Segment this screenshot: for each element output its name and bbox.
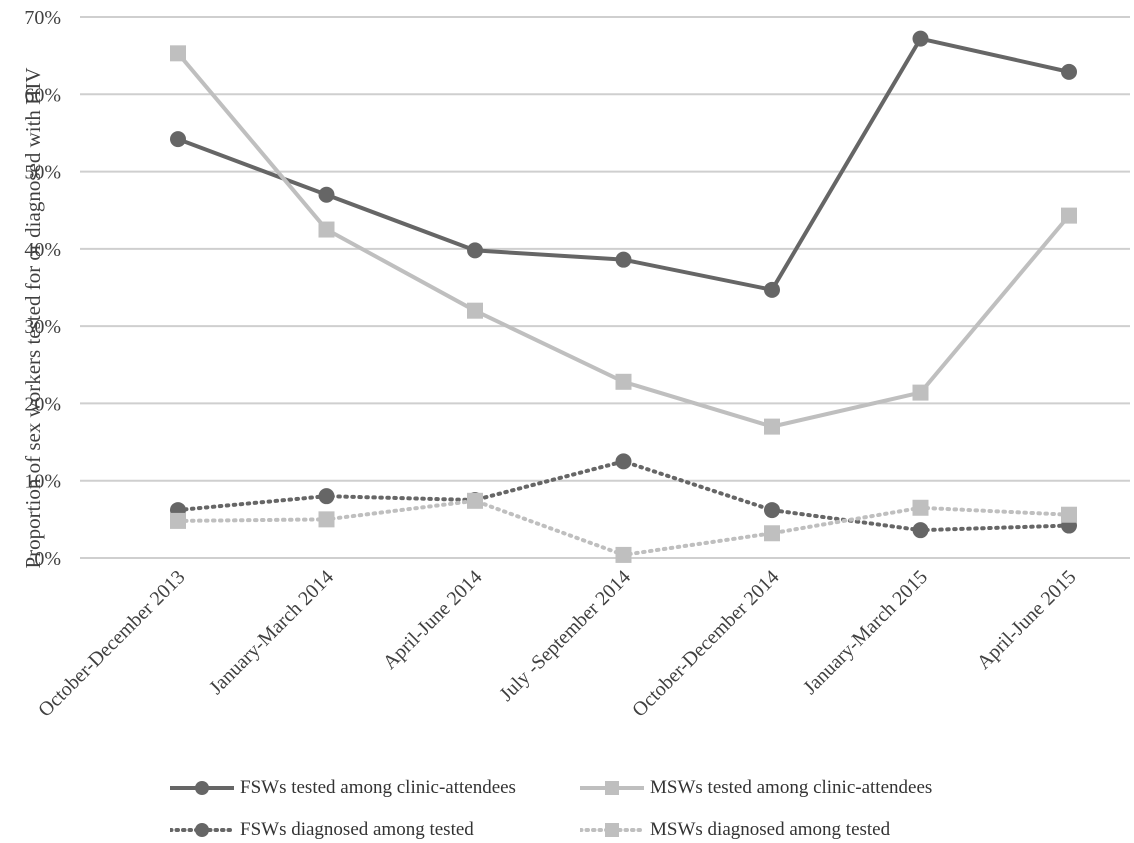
- data-point: [764, 418, 780, 435]
- legend-label-fsw-tested: FSWs tested among clinic-attendees: [240, 777, 516, 798]
- data-point: [764, 525, 780, 542]
- x-tick-label: October-December 2014: [628, 566, 783, 721]
- data-point: [467, 242, 483, 259]
- series-msws-tested-among-clinic-attendees: [170, 45, 1077, 435]
- data-point: [467, 302, 483, 319]
- data-point: [1061, 506, 1077, 523]
- data-point: [170, 512, 186, 529]
- data-point: [318, 511, 335, 528]
- data-point: [912, 384, 929, 401]
- x-tick-label: April-June 2015: [973, 566, 1081, 674]
- legend-item-msw-tested: MSWs tested among clinic-attendees: [580, 775, 932, 801]
- legend-label-fsw-diagnosed: FSWs diagnosed among tested: [240, 819, 474, 840]
- series-msws-diagnosed-among-tested: [170, 492, 1077, 563]
- y-axis-title: Proportion of sex workers tested for or …: [21, 68, 45, 569]
- data-point: [1061, 63, 1077, 80]
- line-chart: 0% 10% 20% 30% 40% 50% 60% 70% October-December…: [21, 7, 1130, 721]
- y-tick-label: 30%: [24, 316, 61, 338]
- series-fsws-diagnosed-among-tested: [170, 453, 1077, 539]
- series-line-msws-tested-among-clinic-attendees: [176, 52, 1071, 429]
- legend-label-msw-diagnosed: MSWs diagnosed among tested: [650, 819, 891, 840]
- legend-item-fsw-tested: FSWs tested among clinic-attendees: [170, 775, 516, 801]
- legend-swatch-msw-tested: [580, 781, 644, 795]
- x-tick-label: April-June 2014: [379, 566, 487, 674]
- legend-swatch-msw-diagnosed: [580, 823, 644, 837]
- y-tick-label: 40%: [24, 239, 61, 261]
- y-tick-label: 0%: [34, 548, 61, 570]
- data-point: [615, 453, 632, 470]
- y-tick-label: 70%: [24, 7, 61, 29]
- gridlines: [80, 16, 1130, 559]
- data-point: [318, 221, 335, 238]
- y-tick-label: 60%: [24, 84, 61, 106]
- data-point: [615, 373, 632, 390]
- data-point: [615, 251, 632, 268]
- legend-swatch-fsw-diagnosed: [170, 823, 234, 837]
- legend-label-msw-tested: MSWs tested among clinic-attendees: [650, 777, 933, 798]
- legend-swatch-fsw-tested: [170, 781, 234, 795]
- data-point: [318, 186, 335, 203]
- x-tick-label: October-December 2013: [34, 566, 189, 721]
- data-point: [912, 522, 929, 539]
- legend-item-msw-diagnosed: MSWs diagnosed among tested: [580, 817, 890, 843]
- series-layer: [170, 30, 1077, 563]
- y-axis-ticks: 0% 10% 20% 30% 40% 50% 60% 70%: [24, 7, 61, 570]
- x-axis-ticks: October-December 2013 January-March 2014 A…: [34, 566, 1080, 721]
- data-point: [912, 499, 929, 516]
- x-tick-label: July -September 2014: [495, 566, 635, 706]
- legend: FSWs tested among clinic-attendees MSWs …: [0, 766, 1134, 843]
- data-point: [1061, 207, 1077, 224]
- x-tick-label: January-March 2014: [205, 566, 338, 699]
- y-tick-label: 50%: [24, 162, 61, 184]
- y-tick-label: 20%: [24, 393, 61, 415]
- data-point: [764, 502, 780, 519]
- x-tick-label: January-March 2015: [799, 566, 932, 699]
- series-fsws-tested-among-clinic-attendees: [170, 30, 1077, 298]
- data-point: [615, 546, 632, 563]
- data-point: [170, 45, 186, 62]
- data-point: [467, 492, 483, 509]
- data-point: [318, 488, 335, 505]
- data-point: [764, 281, 780, 298]
- legend-item-fsw-diagnosed: FSWs diagnosed among tested: [170, 817, 474, 843]
- data-point: [170, 131, 186, 148]
- data-point: [912, 30, 929, 47]
- y-tick-label: 10%: [24, 471, 61, 493]
